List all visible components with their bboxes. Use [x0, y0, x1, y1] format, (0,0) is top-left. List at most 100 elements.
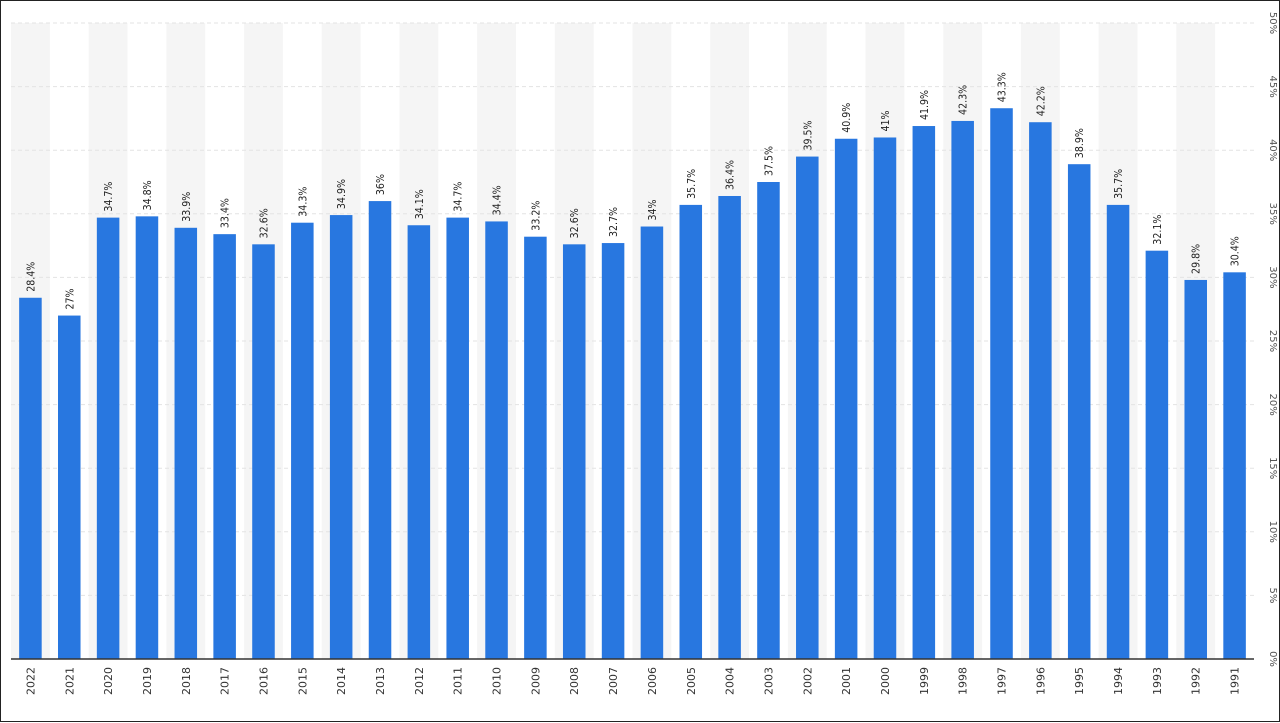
x-tick-label: 2004: [724, 667, 737, 695]
bar: [19, 297, 42, 659]
x-tick-label: 2007: [607, 667, 620, 695]
y-tick-label: 0%: [1267, 651, 1278, 667]
data-label: 43.3%: [997, 72, 1009, 102]
x-tick-labels: 2022 2021 2020 2019 2018 2017 2016 2015 2014 2013…: [24, 667, 1241, 695]
bar: [796, 156, 819, 659]
data-label: 34.7%: [453, 182, 465, 212]
bar: [601, 243, 625, 659]
data-label: 32.6%: [258, 208, 270, 238]
data-label: 33.2%: [530, 201, 542, 231]
x-tick-label: 2014: [335, 667, 348, 695]
x-tick-label: 1992: [1190, 667, 1203, 695]
data-label: 32.7%: [608, 207, 620, 237]
x-tick-label: 2013: [374, 667, 387, 695]
bar: [368, 201, 392, 659]
x-tick-label: 1997: [996, 667, 1009, 695]
bar: [407, 225, 431, 660]
data-label: 41.9%: [919, 90, 931, 120]
x-tick-label: 2019: [141, 667, 154, 695]
bar: [252, 244, 275, 659]
x-tick-label: 2010: [491, 667, 504, 695]
bar: [912, 126, 936, 660]
x-tick-label: 2008: [568, 667, 581, 695]
x-tick-label: 2015: [296, 667, 309, 695]
bar: [524, 236, 547, 660]
bar: [1223, 272, 1246, 659]
x-tick-label: 2006: [646, 667, 659, 695]
data-label: 40.9%: [841, 103, 853, 133]
data-label: 32.6%: [569, 208, 581, 238]
x-tick-label: 2003: [762, 667, 775, 695]
bar: [291, 222, 314, 660]
bar: [562, 244, 586, 659]
x-tick-label: 2016: [257, 667, 270, 695]
data-label: 35.7%: [1113, 169, 1125, 199]
bar: [679, 204, 703, 659]
x-tick-label: 1993: [1151, 667, 1164, 695]
x-tick-label: 2002: [801, 667, 814, 695]
x-tick-label: 1995: [1073, 667, 1086, 695]
x-tick-label: 2021: [63, 667, 76, 695]
data-label: 42.3%: [958, 85, 970, 115]
y-tick-label: 10%: [1267, 521, 1278, 543]
data-label: 34.3%: [297, 187, 309, 217]
y-tick-label: 5%: [1267, 587, 1278, 603]
y-tick-label: 45%: [1267, 75, 1278, 97]
bar: [990, 108, 1013, 659]
y-tick-label: 25%: [1267, 330, 1278, 352]
bar: [757, 182, 780, 659]
data-label: 32.1%: [1152, 215, 1164, 245]
bar: [1184, 279, 1207, 659]
bar: [951, 120, 974, 660]
x-tick-label: 1999: [918, 667, 931, 695]
data-label: 34.7%: [103, 182, 115, 212]
bar: [446, 217, 469, 659]
bar: [1106, 204, 1130, 659]
x-tick-label: 2009: [529, 667, 542, 695]
y-tick-label: 15%: [1267, 457, 1278, 479]
x-tick-label: 2012: [413, 667, 426, 695]
x-tick-label: 1994: [1112, 667, 1125, 695]
data-label: 27%: [64, 289, 76, 310]
bar: [640, 226, 664, 659]
data-label: 36.4%: [725, 160, 737, 190]
x-tick-label: 2022: [24, 667, 37, 695]
x-tick-label: 2000: [879, 667, 892, 695]
data-label: 34%: [647, 200, 659, 221]
x-tick-label: 2018: [180, 667, 193, 695]
x-tick-label: 2020: [102, 667, 115, 695]
x-tick-label: 2001: [840, 667, 853, 695]
x-tick-label: 1991: [1229, 667, 1242, 695]
bar: [873, 137, 897, 660]
data-label: 39.5%: [802, 121, 814, 151]
bar: [1029, 122, 1052, 659]
data-label: 42.2%: [1035, 86, 1047, 116]
data-label: 30.4%: [1230, 236, 1242, 266]
y-tick-label: 30%: [1267, 266, 1278, 288]
value-labels: 28.4% 27% 34.7% 34.8% 33.9% 33.4% 32.6% 34.3% 34…: [25, 72, 1241, 309]
bar: [213, 234, 236, 660]
bar: [1145, 250, 1169, 660]
data-label: 36%: [375, 174, 387, 195]
bar: [329, 215, 353, 659]
data-label: 34.8%: [142, 180, 154, 210]
data-label: 29.8%: [1191, 244, 1203, 274]
bar: [58, 315, 81, 659]
bar: [96, 217, 120, 659]
data-label: 41%: [880, 110, 892, 131]
data-label: 38.9%: [1074, 128, 1086, 158]
data-label: 33.4%: [220, 198, 232, 228]
x-tick-label: 2005: [685, 667, 698, 695]
data-label: 34.9%: [336, 179, 348, 209]
y-tick-label: 50%: [1267, 12, 1278, 34]
data-label: 34.4%: [492, 185, 504, 215]
bars: [19, 108, 1246, 660]
data-label: 37.5%: [763, 146, 775, 176]
data-label: 34.1%: [414, 189, 426, 219]
data-label: 35.7%: [686, 169, 698, 199]
y-tick-labels: 0% 5% 10% 15% 20% 25% 30% 35% 40% 45% 50%: [1267, 12, 1278, 667]
bar: [834, 138, 858, 659]
data-label: 33.9%: [181, 192, 193, 222]
